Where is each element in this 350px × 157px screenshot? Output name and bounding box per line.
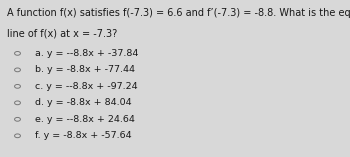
- Text: A function f(x) satisfies f(-7.3) = 6.6 and f’(-7.3) = -8.8. What is the equatio: A function f(x) satisfies f(-7.3) = 6.6 …: [7, 8, 350, 18]
- Text: f. y = -8.8x + -57.64: f. y = -8.8x + -57.64: [35, 131, 132, 140]
- Text: e. y = --8.8x + 24.64: e. y = --8.8x + 24.64: [35, 115, 135, 124]
- Text: b. y = -8.8x + -77.44: b. y = -8.8x + -77.44: [35, 65, 135, 74]
- Text: c. y = --8.8x + -97.24: c. y = --8.8x + -97.24: [35, 82, 138, 91]
- Text: a. y = --8.8x + -37.84: a. y = --8.8x + -37.84: [35, 49, 138, 58]
- Text: line of f(x) at x = -7.3?: line of f(x) at x = -7.3?: [7, 28, 117, 38]
- Text: d. y = -8.8x + 84.04: d. y = -8.8x + 84.04: [35, 98, 132, 107]
